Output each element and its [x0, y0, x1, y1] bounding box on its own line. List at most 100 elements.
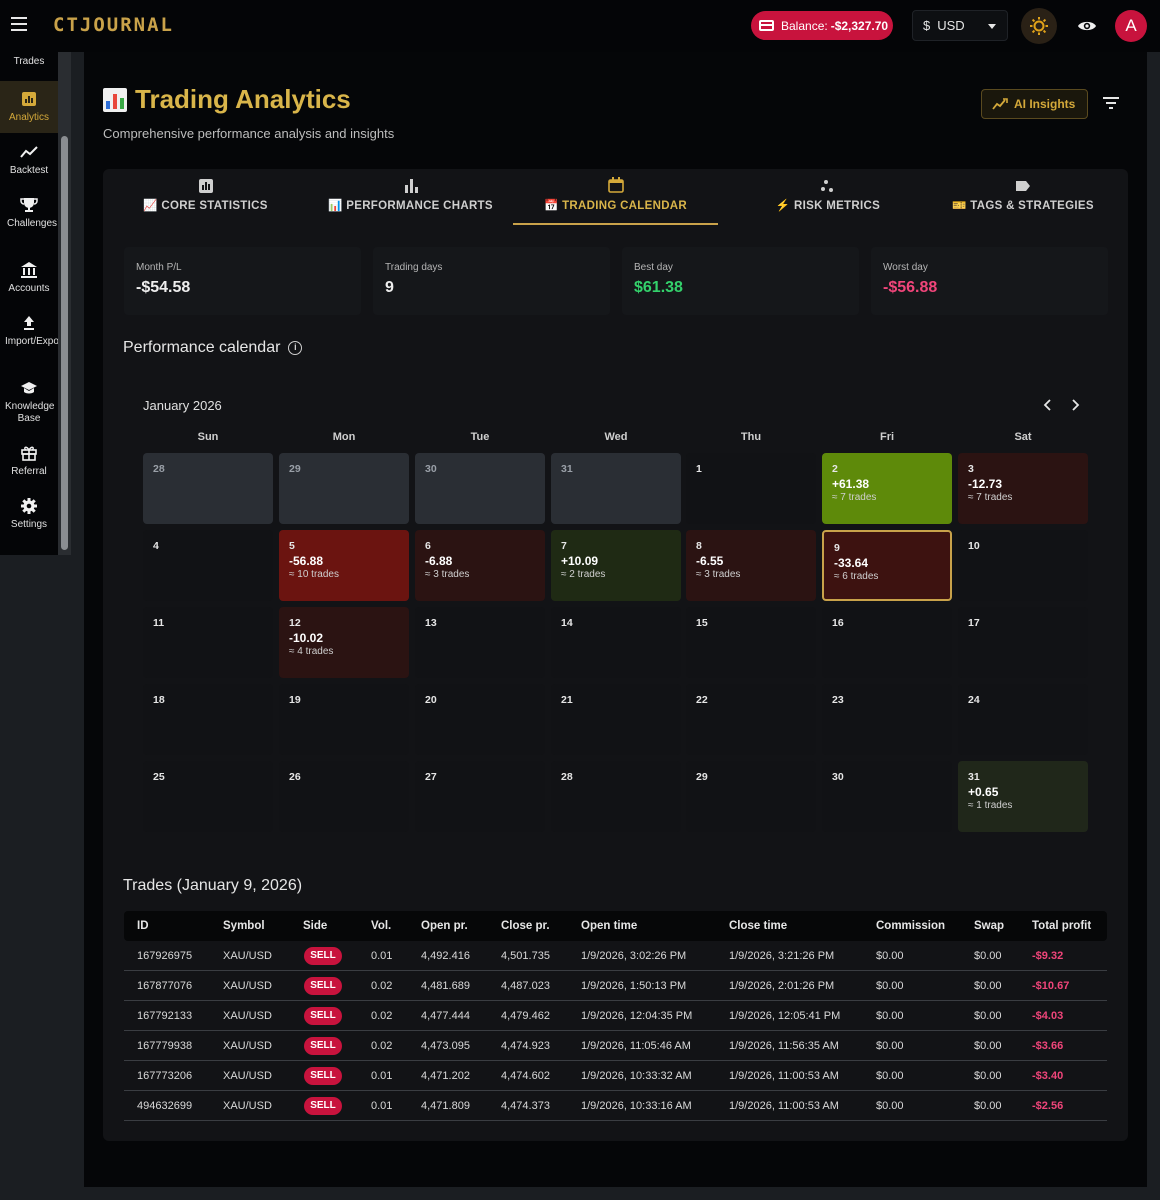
page-subtitle: Comprehensive performance analysis and i…: [103, 126, 395, 141]
ai-insights-button[interactable]: AI Insights: [981, 89, 1088, 119]
table-row[interactable]: 167773206 XAU/USD SELL 0.01 4,471.202 4,474.6…: [124, 1061, 1107, 1091]
table-cell: 4,492.416: [421, 950, 470, 962]
calendar-day-cell[interactable]: 15: [686, 607, 816, 678]
column-header[interactable]: Open pr.: [421, 920, 468, 932]
calendar-day-cell[interactable]: 28: [143, 453, 273, 524]
column-header[interactable]: Commission: [876, 920, 946, 932]
calendar-day-cell[interactable]: 8 -6.55 ≈ 3 trades: [686, 530, 816, 601]
calendar-day-cell[interactable]: 23: [822, 684, 952, 755]
day-number: 18: [153, 694, 165, 706]
calendar-day-cell[interactable]: 9 -33.64 ≈ 6 trades: [822, 530, 952, 601]
sidebar-item-referral[interactable]: Referral: [0, 444, 58, 478]
currency-select[interactable]: $ USD: [912, 10, 1008, 41]
calendar-day-cell[interactable]: 31 +0.65 ≈ 1 trades: [958, 761, 1088, 832]
sun-icon: [1030, 17, 1048, 35]
day-number: 20: [425, 694, 437, 706]
table-row[interactable]: 494632699 XAU/USD SELL 0.01 4,471.809 4,474.3…: [124, 1091, 1107, 1121]
column-header[interactable]: Vol.: [371, 920, 392, 932]
sidebar-item-challenges[interactable]: Challenges: [0, 196, 58, 230]
currency-symbol: $: [923, 18, 931, 33]
calendar-day-cell[interactable]: 14: [551, 607, 681, 678]
stat-value: -$54.58: [136, 279, 191, 296]
chevron-left-icon[interactable]: [1043, 399, 1053, 411]
column-header[interactable]: ID: [137, 920, 149, 932]
table-cell: $0.00: [876, 1100, 904, 1112]
scrollbar-thumb[interactable]: [61, 136, 68, 550]
calendar-day-cell[interactable]: 12 -10.02 ≈ 4 trades: [279, 607, 409, 678]
calendar-day-cell[interactable]: 6 -6.88 ≈ 3 trades: [415, 530, 545, 601]
day-number: 1: [696, 463, 702, 475]
table-row[interactable]: 167926975 XAU/USD SELL 0.01 4,492.416 4,501.7…: [124, 941, 1107, 971]
calendar-day-cell[interactable]: 30: [822, 761, 952, 832]
calendar-day-cell[interactable]: 1: [686, 453, 816, 524]
table-row[interactable]: 167792133 XAU/USD SELL 0.02 4,477.444 4,479.4…: [124, 1001, 1107, 1031]
calendar-day-cell[interactable]: 17: [958, 607, 1088, 678]
table-cell: 0.02: [371, 980, 393, 992]
calendar-day-cell[interactable]: 18: [143, 684, 273, 755]
ai-insights-label: AI Insights: [1014, 97, 1076, 111]
calendar-month: January 2026: [143, 398, 222, 413]
calendar-day-cell[interactable]: 28: [551, 761, 681, 832]
chevron-right-icon[interactable]: [1070, 399, 1080, 411]
calendar-day-cell[interactable]: 11: [143, 607, 273, 678]
column-header[interactable]: Close time: [729, 920, 788, 932]
sidebar-item-import-export[interactable]: Import/Export: [0, 314, 65, 348]
calendar-day-cell[interactable]: 7 +10.09 ≈ 2 trades: [551, 530, 681, 601]
calendar-day-cell[interactable]: 29: [686, 761, 816, 832]
column-header[interactable]: Open time: [581, 920, 638, 932]
calendar-day-cell[interactable]: 30: [415, 453, 545, 524]
app-logo[interactable]: CTJOURNAL: [53, 14, 174, 36]
calendar-day-cell[interactable]: 2 +61.38 ≈ 7 trades: [822, 453, 952, 524]
theme-toggle-button[interactable]: [1021, 8, 1057, 44]
calendar-day-cell[interactable]: 29: [279, 453, 409, 524]
calendar-heading-text: Performance calendar: [123, 339, 281, 356]
table-row[interactable]: 167877076 XAU/USD SELL 0.02 4,481.689 4,487.0…: [124, 971, 1107, 1001]
column-header[interactable]: Swap: [974, 920, 1005, 932]
calendar-day-cell[interactable]: 20: [415, 684, 545, 755]
tab-trading-calendar[interactable]: 📅 TRADING CALENDAR: [513, 169, 718, 225]
calendar-day-cell[interactable]: 27: [415, 761, 545, 832]
sidebar-item-trades[interactable]: Trades: [0, 56, 58, 68]
tab-core-statistics[interactable]: 📈 CORE STATISTICS: [123, 169, 288, 225]
sidebar-item-backtest[interactable]: Backtest: [0, 143, 58, 177]
sidebar-item-settings[interactable]: Settings: [0, 497, 58, 531]
calendar-day-cell[interactable]: 26: [279, 761, 409, 832]
sidebar-item-accounts[interactable]: Accounts: [0, 261, 58, 295]
sidebar-item-analytics[interactable]: Analytics: [0, 81, 58, 133]
avatar[interactable]: A: [1115, 10, 1147, 42]
calendar-day-cell[interactable]: 31: [551, 453, 681, 524]
tab-performance-charts[interactable]: 📊 PERFORMANCE CHARTS: [308, 169, 513, 225]
visibility-toggle-button[interactable]: [1069, 8, 1105, 44]
balance-label: Balance:: [781, 18, 828, 33]
table-cell: 167792133: [137, 1010, 193, 1022]
calendar-day-cell[interactable]: 24: [958, 684, 1088, 755]
menu-icon[interactable]: [11, 17, 27, 31]
calendar-day-cell[interactable]: 25: [143, 761, 273, 832]
calendar-day-cell[interactable]: 21: [551, 684, 681, 755]
calendar-day-cell[interactable]: 3 -12.73 ≈ 7 trades: [958, 453, 1088, 524]
calendar-day-cell[interactable]: 16: [822, 607, 952, 678]
table-cell: XAU/USD: [223, 1010, 272, 1022]
day-number: 26: [289, 771, 301, 783]
sidebar-item-knowledge-base[interactable]: Knowledge Base: [0, 379, 58, 425]
calendar-day-cell[interactable]: 5 -56.88 ≈ 10 trades: [279, 530, 409, 601]
balance-badge[interactable]: Balance: -$2,327.70: [751, 11, 893, 40]
sidebar-scrollbar[interactable]: [58, 52, 71, 555]
info-icon[interactable]: i: [288, 341, 303, 355]
calendar-day-cell[interactable]: 10: [958, 530, 1088, 601]
table-cell: XAU/USD: [223, 980, 272, 992]
column-header[interactable]: Symbol: [223, 920, 265, 932]
tab-risk-metrics[interactable]: ⚡ RISK METRICS: [733, 169, 923, 225]
filter-icon[interactable]: [1102, 95, 1120, 111]
calendar-day-cell[interactable]: 4: [143, 530, 273, 601]
tab-tags-strategies[interactable]: 🎫 TAGS & STRATEGIES: [938, 169, 1108, 225]
column-header[interactable]: Close pr.: [501, 920, 550, 932]
table-row[interactable]: 167779938 XAU/USD SELL 0.02 4,473.095 4,474.9…: [124, 1031, 1107, 1061]
calendar-day-cell[interactable]: 19: [279, 684, 409, 755]
column-header[interactable]: Side: [303, 920, 328, 932]
calendar-day-cell[interactable]: 13: [415, 607, 545, 678]
table-cell: 1/9/2026, 11:00:53 AM: [729, 1070, 839, 1082]
sidebar: Trades Analytics Backtest Challenges Acc…: [0, 52, 65, 555]
column-header[interactable]: Total profit: [1032, 920, 1092, 932]
calendar-day-cell[interactable]: 22: [686, 684, 816, 755]
